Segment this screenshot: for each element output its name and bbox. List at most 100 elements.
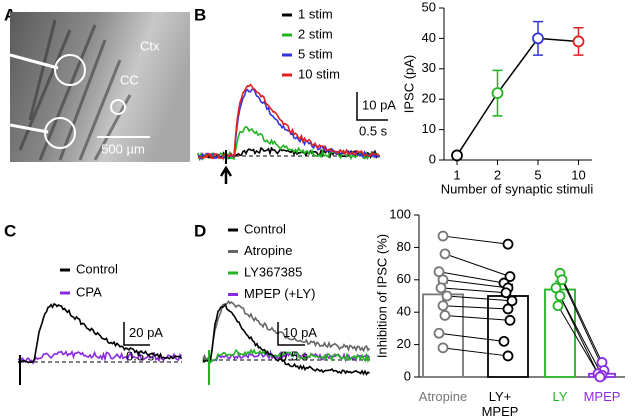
- pair-line: [442, 235, 509, 245]
- data-point: [572, 35, 585, 48]
- scale-bar-label: 10 pA: [362, 97, 396, 112]
- current-trace: [202, 302, 370, 376]
- pair-line: [444, 253, 511, 278]
- panel-label: B: [194, 5, 206, 24]
- current-trace: [202, 348, 371, 365]
- data-point: [532, 32, 544, 45]
- pair-line: [442, 305, 509, 310]
- y-tick-label: 100: [389, 206, 411, 221]
- scale-bar-label: 10 pA: [283, 325, 317, 340]
- x-tick-label: LY+ MPEP: [481, 389, 519, 419]
- electrode: [9, 53, 59, 70]
- y-tick-label: 40: [397, 304, 411, 319]
- current-trace: [17, 349, 183, 365]
- data-point: [502, 303, 514, 315]
- scale-bar-label: 0.5 s: [359, 123, 388, 138]
- pair-line: [561, 279, 605, 371]
- data-point: [491, 87, 504, 100]
- legend-label: 10 stim: [298, 66, 340, 81]
- scale-bar-label: 0.5 s: [126, 348, 155, 363]
- y-tick-label: 40: [422, 30, 436, 45]
- pair-line: [559, 273, 603, 363]
- data-point: [435, 282, 447, 294]
- data-line: [456, 37, 579, 156]
- data-point: [500, 287, 512, 299]
- legend-label: MPEP (+LY): [244, 286, 315, 301]
- data-point: [556, 274, 568, 286]
- y-axis-label: IPSC (pA): [401, 55, 416, 114]
- legend-label: 1 stim: [298, 6, 333, 21]
- x-tick-label: 10: [571, 167, 585, 182]
- data-point: [552, 300, 564, 312]
- current-trace: [17, 303, 183, 364]
- scale-bar: [277, 322, 305, 346]
- data-point: [451, 149, 463, 162]
- data-point: [504, 314, 516, 326]
- electrode: [9, 123, 49, 134]
- pair-line: [557, 305, 601, 378]
- scale-bar: [356, 92, 388, 121]
- stim-site: [54, 54, 86, 86]
- legend-label: CPA: [76, 284, 102, 299]
- fiber-texture: [18, 19, 132, 161]
- y-tick-label: 0: [404, 368, 411, 383]
- data-point: [502, 238, 514, 250]
- y-tick-label: 20: [422, 91, 436, 106]
- record-site: [110, 99, 126, 115]
- data-point: [441, 290, 453, 302]
- pair-line: [438, 271, 505, 284]
- pair-line: [442, 347, 509, 357]
- region-label: Ctx: [140, 38, 160, 53]
- y-tick-label: 20: [397, 336, 411, 351]
- y-tick-label: 50: [422, 0, 436, 14]
- pair-line: [559, 295, 603, 376]
- scale-bar-label: 20 pA: [129, 325, 163, 340]
- data-point: [554, 290, 566, 302]
- data-point: [439, 248, 451, 260]
- scale-bar: [123, 322, 150, 346]
- data-point: [502, 350, 514, 362]
- stim-site: [44, 117, 76, 149]
- data-point: [437, 342, 449, 354]
- current-trace: [197, 83, 380, 160]
- legend-label: 5 stim: [298, 46, 333, 61]
- data-point: [439, 310, 451, 321]
- legend-label: Control: [244, 221, 286, 236]
- pair-line: [444, 314, 511, 321]
- x-tick-label: 2: [494, 167, 501, 182]
- y-tick-label: 30: [422, 60, 436, 75]
- panel-label: D: [194, 221, 206, 240]
- y-tick-label: 0: [429, 151, 436, 166]
- region-label: CC: [120, 72, 139, 87]
- data-point: [433, 327, 445, 339]
- x-tick-label: LY: [552, 389, 568, 404]
- pair-line: [440, 287, 507, 294]
- data-point: [504, 271, 516, 282]
- legend-label: LY367385: [244, 264, 302, 279]
- y-tick-label: 10: [422, 121, 436, 136]
- data-point: [498, 335, 510, 347]
- x-axis-label: Number of synaptic stimuli: [441, 181, 594, 196]
- x-tick-label: 1: [453, 167, 460, 182]
- y-tick-label: 60: [397, 271, 411, 286]
- x-tick-label: MPEP: [583, 389, 621, 404]
- scale-bar-label: 500 µm: [101, 141, 145, 156]
- legend-label: Control: [76, 261, 118, 276]
- scale-bar-label: 0.5 s: [280, 348, 309, 363]
- current-trace: [197, 88, 381, 161]
- pair-line: [446, 295, 513, 302]
- pair-line: [438, 332, 505, 342]
- legend-label: 2 stim: [298, 26, 333, 41]
- data-point: [437, 230, 449, 242]
- pair-line: [442, 279, 509, 289]
- x-tick-label: 5: [534, 167, 541, 182]
- x-tick-label: Atropine: [418, 389, 468, 404]
- data-point: [437, 300, 449, 312]
- y-axis-label: Inhibition of IPSC (%): [374, 234, 389, 358]
- data-point: [594, 371, 606, 383]
- panel-label: C: [4, 221, 16, 240]
- current-trace: [202, 299, 371, 362]
- stim-arrow: [219, 165, 233, 184]
